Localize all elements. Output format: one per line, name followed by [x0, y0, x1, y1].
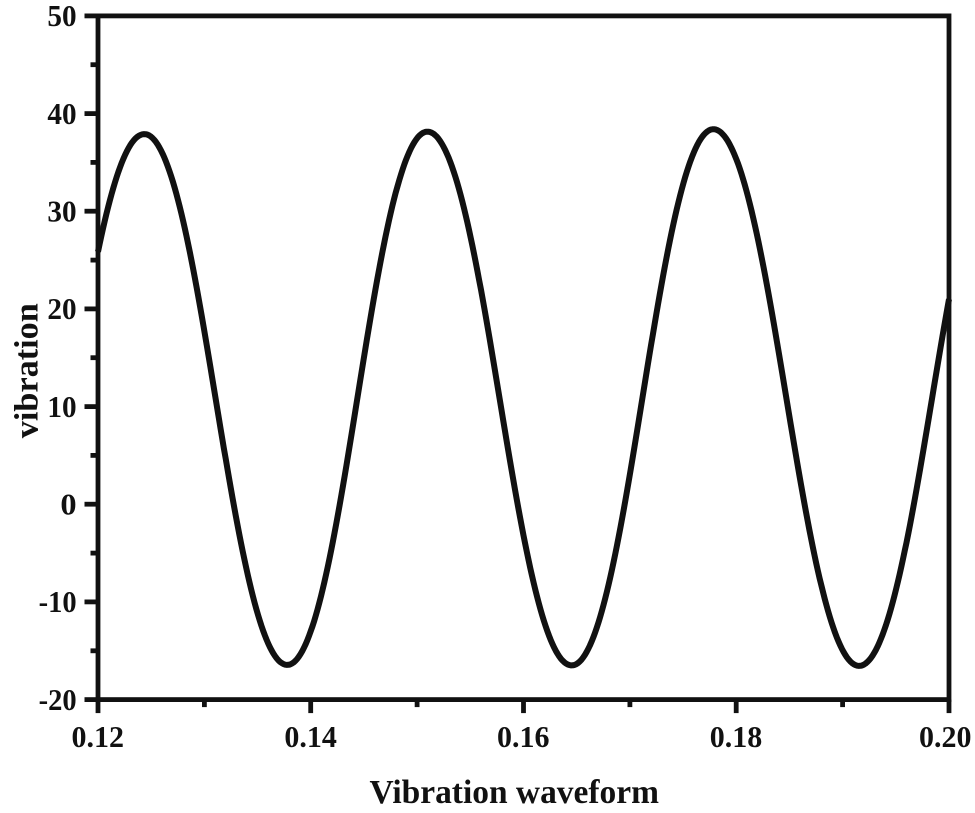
svg-text:0.18: 0.18 [710, 720, 763, 754]
svg-text:0.14: 0.14 [284, 720, 337, 754]
svg-text:0.12: 0.12 [72, 720, 125, 754]
svg-text:10: 10 [47, 390, 76, 424]
svg-text:0.20: 0.20 [919, 720, 972, 754]
svg-text:vibration: vibration [8, 303, 45, 438]
svg-text:20: 20 [47, 292, 76, 326]
svg-text:0.16: 0.16 [497, 720, 550, 754]
svg-text:Vibration waveform: Vibration waveform [369, 774, 659, 811]
svg-text:30: 30 [47, 195, 76, 229]
svg-text:-20: -20 [39, 683, 77, 717]
svg-text:50: 50 [47, 0, 76, 33]
svg-text:0: 0 [60, 488, 76, 522]
svg-text:40: 40 [47, 97, 76, 131]
svg-text:-10: -10 [39, 585, 77, 619]
